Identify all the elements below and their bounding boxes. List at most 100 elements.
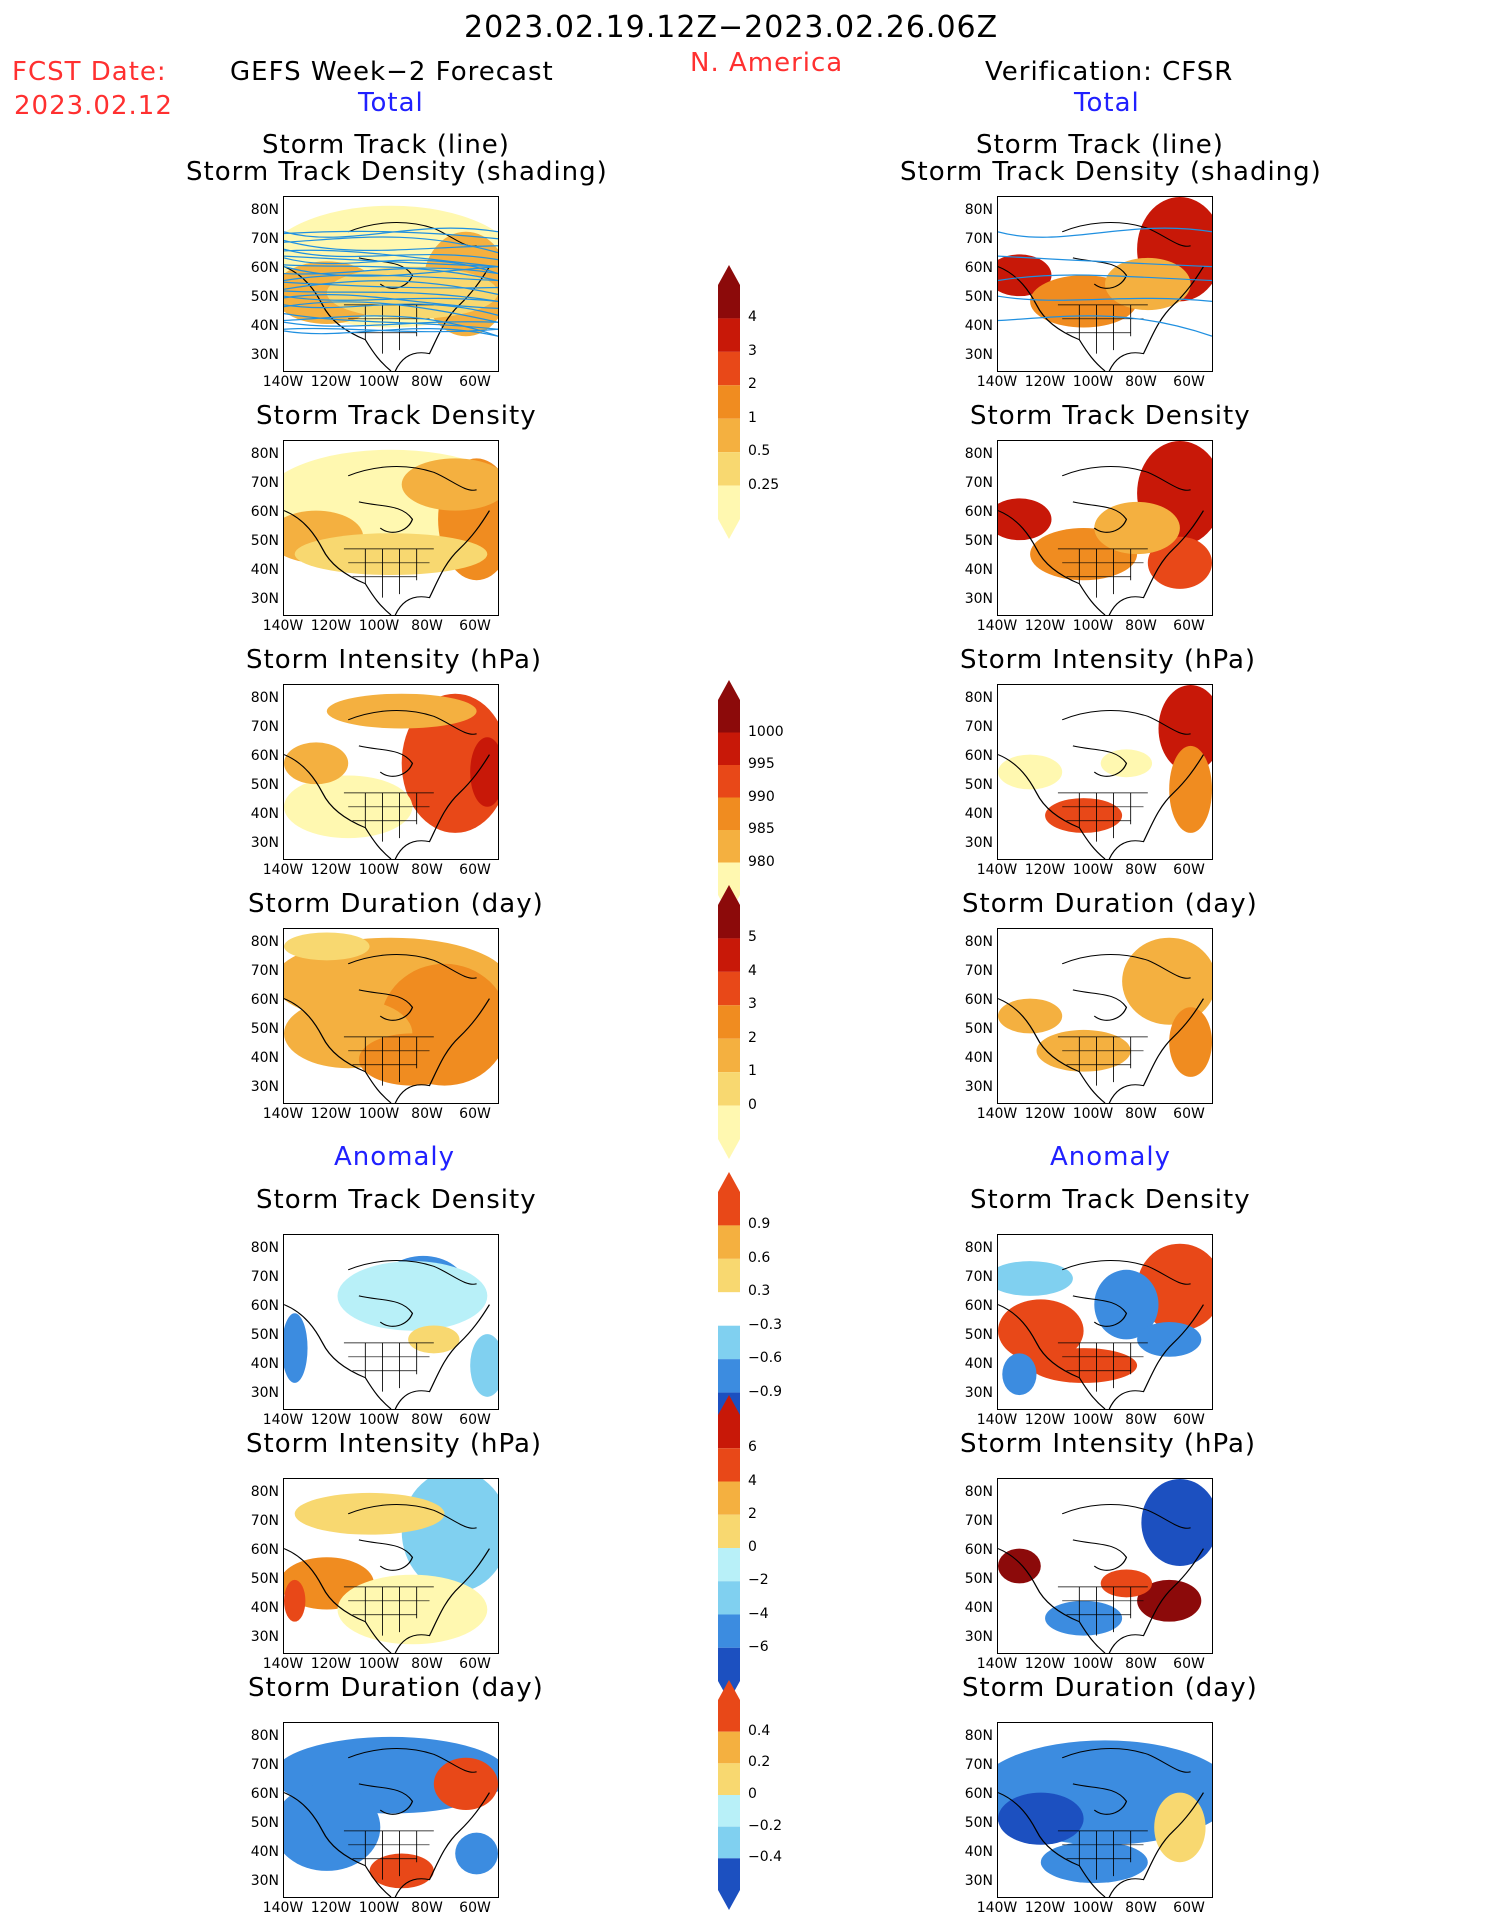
colorbar-duration-total: 5 4 3 2 1 0 (714, 885, 757, 1163)
lon-label: 100W (358, 1656, 400, 1672)
colorbar-swatch (718, 1292, 740, 1326)
storm-track-line (998, 274, 1212, 282)
lon-label: 80W (411, 374, 443, 390)
colorbar-swatch (718, 1700, 740, 1732)
storm-track-line (284, 321, 498, 327)
shade-region (998, 498, 1052, 541)
colorbar-swatch (718, 1448, 740, 1482)
lon-label: 120W (1024, 1900, 1066, 1916)
shading-layer (284, 1255, 498, 1409)
lon-label: 100W (1072, 374, 1114, 390)
shading-layer (998, 1740, 1212, 1897)
lat-label: 50N (250, 1021, 279, 1037)
lon-label: 60W (459, 1900, 491, 1916)
lat-label: 70N (250, 231, 279, 247)
storm-track-line (284, 227, 498, 238)
lat-label: 80N (250, 690, 279, 706)
shade-region (284, 1579, 306, 1622)
lon-label: 60W (459, 1412, 491, 1428)
colorbar-swatches (718, 885, 740, 1159)
colorbar-swatch (718, 1731, 740, 1764)
colorbar-label: 2 (748, 1029, 757, 1046)
state-borders (343, 792, 434, 842)
colorbar-swatch (718, 938, 740, 972)
lat-label: 80N (250, 446, 279, 462)
lon-label: 100W (358, 1412, 400, 1428)
shade-region (401, 693, 498, 833)
coastline (284, 466, 491, 615)
coastline (998, 954, 1205, 1103)
lat-label: 30N (250, 1079, 279, 1095)
shade-region (470, 1334, 498, 1397)
lon-label: 60W (1173, 1412, 1205, 1428)
colorbar-label: 0 (748, 1539, 757, 1555)
shading-layer (998, 1243, 1212, 1409)
colorbar-label: −4 (748, 1605, 769, 1622)
lat-label: 50N (250, 289, 279, 305)
shading-layer (998, 937, 1212, 1103)
colorbar-swatch (718, 1258, 740, 1293)
lat-label: 30N (964, 1873, 993, 1889)
lat-label: 50N (964, 289, 993, 305)
lon-label: 140W (976, 1412, 1018, 1428)
right-anomaly-label: Anomaly (1050, 1142, 1172, 1172)
lat-label: 40N (964, 806, 993, 822)
colorbar-swatch (718, 765, 740, 798)
lat-label: 50N (964, 777, 993, 793)
lat-label: 80N (964, 690, 993, 706)
colorbar-density-total: 4 3 2 1 0.5 0.25 (714, 265, 779, 543)
period-title: 2023.02.19.12Z−2023.02.26.06Z (464, 10, 999, 45)
lon-label: 100W (1072, 1106, 1114, 1122)
colorbar-swatch (718, 1514, 740, 1548)
lon-label: 100W (358, 1106, 400, 1122)
lon-label: 120W (1024, 1106, 1066, 1122)
lat-label: 40N (250, 562, 279, 578)
lat-label: 70N (964, 1269, 993, 1285)
lon-label: 80W (411, 1656, 443, 1672)
lat-label: 40N (964, 562, 993, 578)
lat-label: 40N (250, 1356, 279, 1372)
colorbar-swatch (718, 1763, 740, 1795)
shading-layer (998, 1479, 1212, 1653)
lat-label: 60N (964, 1786, 993, 1802)
lon-label: 140W (262, 1656, 304, 1672)
lat-label: 30N (964, 1385, 993, 1401)
colorbar-label: 1 (748, 1063, 757, 1080)
lat-label: 30N (964, 347, 993, 363)
lon-label: 60W (459, 862, 491, 878)
lat-label: 80N (250, 1240, 279, 1256)
colorbar-label: 5 (748, 929, 757, 946)
colorbar-label: 0.5 (748, 443, 771, 460)
title-track-density-right: Storm Track Density (970, 401, 1251, 431)
lon-label: 100W (1072, 862, 1114, 878)
map-duration-left (283, 928, 499, 1104)
lat-label: 80N (964, 934, 993, 950)
lon-label: 120W (310, 862, 352, 878)
colorbar-label: 6 (748, 1439, 757, 1456)
shade-region (433, 1757, 498, 1810)
colorbar-label: −2 (748, 1572, 769, 1589)
lat-label: 50N (964, 533, 993, 549)
lon-label: 120W (310, 1656, 352, 1672)
storm-track-line (284, 257, 498, 275)
lat-label: 50N (964, 1021, 993, 1037)
lat-label: 70N (250, 1513, 279, 1529)
colorbar-label: 4 (748, 962, 757, 979)
colorbar-swatch (718, 1325, 740, 1360)
lat-label: 80N (964, 446, 993, 462)
colorbar-label: −0.4 (748, 1849, 782, 1866)
map-anom-intensity-left (283, 1478, 499, 1654)
lat-label: 60N (964, 748, 993, 764)
lat-label: 60N (250, 1542, 279, 1558)
shade-region (284, 1313, 308, 1383)
lat-label: 80N (964, 202, 993, 218)
colorbar-swatch (718, 1647, 740, 1681)
lon-label: 60W (1173, 618, 1205, 634)
title-track-line-left: Storm Track (line) (262, 130, 510, 160)
lon-label: 100W (358, 862, 400, 878)
colorbar-label: 4 (748, 1472, 757, 1489)
shade-region (1002, 1353, 1037, 1396)
colorbar-swatch (718, 1038, 740, 1073)
title-track-density-shading-left: Storm Track Density (shading) (186, 157, 608, 187)
colorbar-swatch (718, 797, 740, 830)
